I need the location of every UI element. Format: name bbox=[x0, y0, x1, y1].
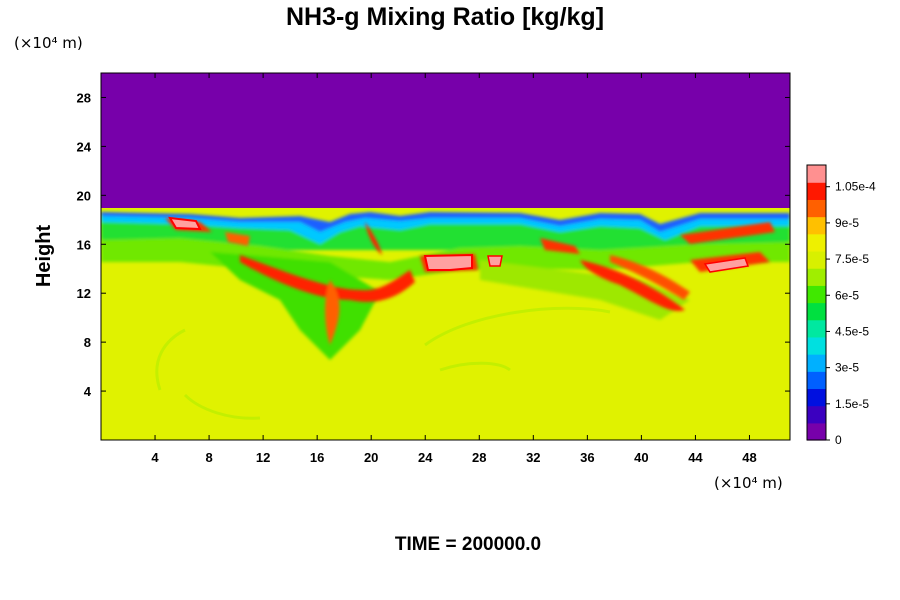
plot-frame bbox=[100, 72, 791, 441]
x-tick-label: 48 bbox=[742, 450, 756, 465]
upper-region bbox=[101, 73, 790, 208]
colorbar-tick-label: 9e-5 bbox=[835, 216, 859, 230]
colorbar-swatch bbox=[807, 268, 826, 286]
y-axis-label: Height bbox=[33, 225, 55, 288]
x-tick-label: 36 bbox=[580, 450, 594, 465]
plot-area bbox=[101, 73, 790, 440]
colorbar-tick-label: 6e-5 bbox=[835, 288, 859, 302]
colorbar-swatch bbox=[807, 216, 826, 235]
x-tick-label: 8 bbox=[205, 450, 212, 465]
y-axis-unit: (×10⁴ m) bbox=[14, 34, 83, 52]
colorbar-swatch bbox=[807, 165, 826, 183]
x-tick-label: 32 bbox=[526, 450, 540, 465]
x-axis-unit: (×10⁴ m) bbox=[714, 474, 783, 492]
colorbar-swatch bbox=[807, 182, 826, 200]
y-tick-label: 24 bbox=[77, 139, 92, 154]
colorbar-swatch bbox=[807, 285, 826, 304]
y-tick-label: 8 bbox=[84, 335, 91, 350]
colorbar-tick-label: 0 bbox=[835, 433, 842, 447]
colorbar-swatch bbox=[807, 233, 826, 252]
y-tick-label: 20 bbox=[77, 188, 91, 203]
colorbar-tick-label: 4.5e-5 bbox=[835, 324, 869, 338]
x-tick-label: 12 bbox=[256, 450, 270, 465]
colorbar-swatch bbox=[807, 371, 826, 390]
colorbar-tick-label: 7.5e-5 bbox=[835, 252, 869, 266]
colorbar-tick-label: 3e-5 bbox=[835, 361, 859, 375]
colorbar-swatch bbox=[807, 422, 826, 441]
colorbar-swatch bbox=[807, 319, 826, 338]
colorbar-swatch bbox=[807, 336, 826, 355]
peak-features bbox=[168, 216, 750, 273]
colorbar-swatch bbox=[807, 388, 826, 407]
x-tick-label: 40 bbox=[634, 450, 648, 465]
colorbar-swatch bbox=[807, 405, 826, 424]
colorbar-tick-label: 1.5e-5 bbox=[835, 397, 869, 411]
y-axis-ticks: 4 8 12 16 20 24 28 bbox=[77, 90, 790, 399]
colorbar-tick-label: 1.05e-4 bbox=[835, 180, 876, 194]
x-tick-label: 4 bbox=[151, 450, 159, 465]
x-tick-label: 28 bbox=[472, 450, 486, 465]
colorbar-swatch bbox=[807, 354, 826, 372]
chart-title: NH3-g Mixing Ratio [kg/kg] bbox=[286, 3, 604, 31]
y-tick-label: 16 bbox=[77, 237, 91, 252]
y-tick-label: 12 bbox=[77, 286, 91, 301]
colorbar-swatch bbox=[807, 302, 826, 321]
x-tick-label: 20 bbox=[364, 450, 378, 465]
x-tick-label: 44 bbox=[688, 450, 703, 465]
colorbar-swatch bbox=[807, 250, 826, 269]
colorbar-frame bbox=[806, 164, 827, 441]
lower-structures bbox=[155, 306, 611, 420]
x-axis-ticks: 4 8 12 16 20 24 28 32 36 40 44 48 bbox=[151, 73, 757, 465]
colorbar-swatch bbox=[807, 199, 826, 218]
x-tick-label: 16 bbox=[310, 450, 324, 465]
x-tick-label: 24 bbox=[418, 450, 433, 465]
y-tick-label: 28 bbox=[77, 90, 91, 105]
colorbar bbox=[806, 164, 827, 441]
time-label: TIME = 200000.0 bbox=[395, 534, 541, 555]
y-tick-label: 4 bbox=[84, 384, 92, 399]
colorbar-ticks: 0 1.5e-5 3e-5 4.5e-5 6e-5 7.5e-5 9e-5 1.05e-4 bbox=[826, 180, 876, 447]
